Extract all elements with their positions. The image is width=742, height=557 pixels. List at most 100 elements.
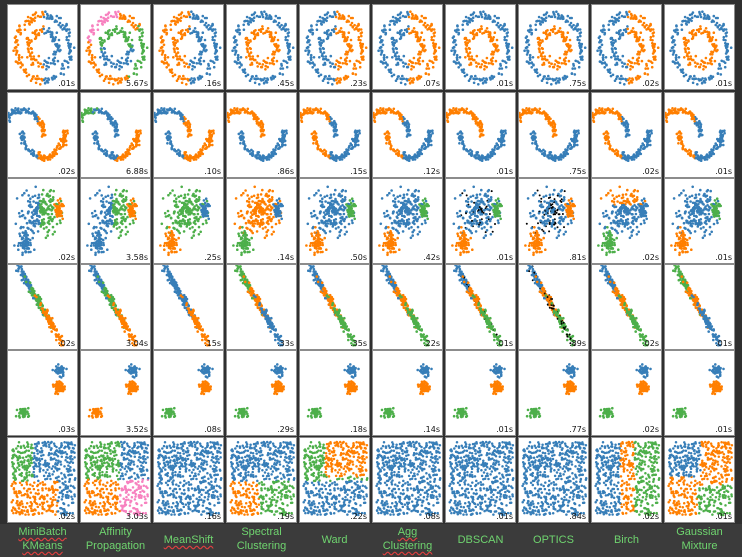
data-point [23, 70, 26, 74]
data-point [184, 151, 188, 154]
data-point [605, 64, 608, 67]
data-point [490, 62, 493, 65]
data-point [34, 36, 38, 40]
data-point [266, 78, 270, 81]
clustering-comparison-grid: .01s 5.67s .16s .45s .23s .07s .01s .75s .02s .01… [0, 0, 742, 524]
data-point [700, 32, 703, 35]
data-point [111, 151, 115, 154]
data-point [190, 10, 193, 13]
data-point [722, 35, 726, 39]
data-point [339, 56, 343, 60]
data-point [36, 74, 39, 78]
data-point [281, 129, 284, 132]
data-point [68, 50, 72, 54]
data-point [238, 31, 242, 35]
data-point [688, 31, 691, 34]
data-point [66, 131, 69, 135]
data-point [255, 74, 258, 78]
data-point [180, 36, 184, 40]
data-point [308, 110, 312, 114]
data-point [333, 129, 336, 133]
data-point [403, 15, 407, 19]
data-point [628, 77, 631, 80]
data-point [673, 39, 676, 42]
data-point [33, 58, 37, 62]
data-point [556, 68, 559, 71]
data-point [545, 116, 548, 119]
data-point [321, 16, 324, 20]
data-point [629, 68, 632, 71]
subplot-r2-c6: .12s [372, 92, 443, 178]
data-point [541, 51, 545, 54]
data-point [55, 20, 59, 23]
data-point [357, 29, 360, 33]
data-point [705, 30, 709, 34]
data-point [319, 44, 323, 47]
data-point [86, 36, 90, 40]
data-point [67, 28, 71, 31]
data-point [280, 62, 283, 66]
data-point [554, 32, 557, 35]
data-point [96, 28, 100, 32]
data-point [111, 15, 115, 19]
data-point [687, 40, 690, 43]
data-point [90, 58, 94, 61]
data-point [462, 146, 466, 150]
data-point [382, 56, 386, 59]
data-point [454, 39, 457, 42]
data-point [433, 50, 437, 54]
data-point [239, 142, 242, 145]
data-point [110, 153, 114, 156]
data-point [27, 19, 30, 23]
data-point [500, 67, 504, 70]
data-point [36, 14, 40, 18]
data-point [490, 52, 493, 56]
data-point [424, 138, 428, 141]
data-point [100, 48, 103, 52]
data-point [164, 132, 168, 136]
data-point [309, 30, 312, 34]
data-point [651, 41, 654, 45]
data-point [210, 24, 213, 28]
data-point [109, 74, 112, 78]
data-point [130, 23, 133, 27]
data-point [645, 62, 648, 66]
data-point [448, 108, 452, 111]
data-point [545, 77, 548, 80]
data-point [325, 16, 329, 19]
data-point [97, 20, 100, 23]
data-point [446, 116, 449, 119]
data-point [463, 144, 466, 148]
data-point [27, 50, 31, 54]
data-point [98, 110, 101, 113]
data-point [263, 10, 266, 13]
data-point [385, 142, 388, 145]
data-point [308, 43, 312, 47]
data-point [652, 50, 656, 54]
data-point [430, 35, 434, 39]
data-point [479, 119, 482, 123]
data-point [558, 56, 562, 60]
data-point [531, 56, 535, 59]
data-point [23, 23, 26, 27]
data-point [395, 40, 398, 43]
data-point [704, 65, 707, 69]
data-point [417, 52, 420, 56]
data-point [485, 78, 489, 81]
data-point [50, 16, 54, 19]
data-point [418, 56, 422, 60]
data-point [330, 117, 333, 121]
data-point [504, 129, 507, 132]
data-point [643, 48, 646, 52]
data-point [707, 76, 711, 80]
data-point [9, 113, 12, 117]
data-point [523, 49, 526, 52]
data-point [319, 19, 322, 23]
data-point [626, 25, 629, 28]
data-point [68, 34, 71, 38]
data-point [309, 58, 313, 61]
data-point [401, 61, 405, 64]
data-point [300, 116, 303, 119]
data-point [341, 14, 344, 17]
data-point [464, 41, 467, 44]
